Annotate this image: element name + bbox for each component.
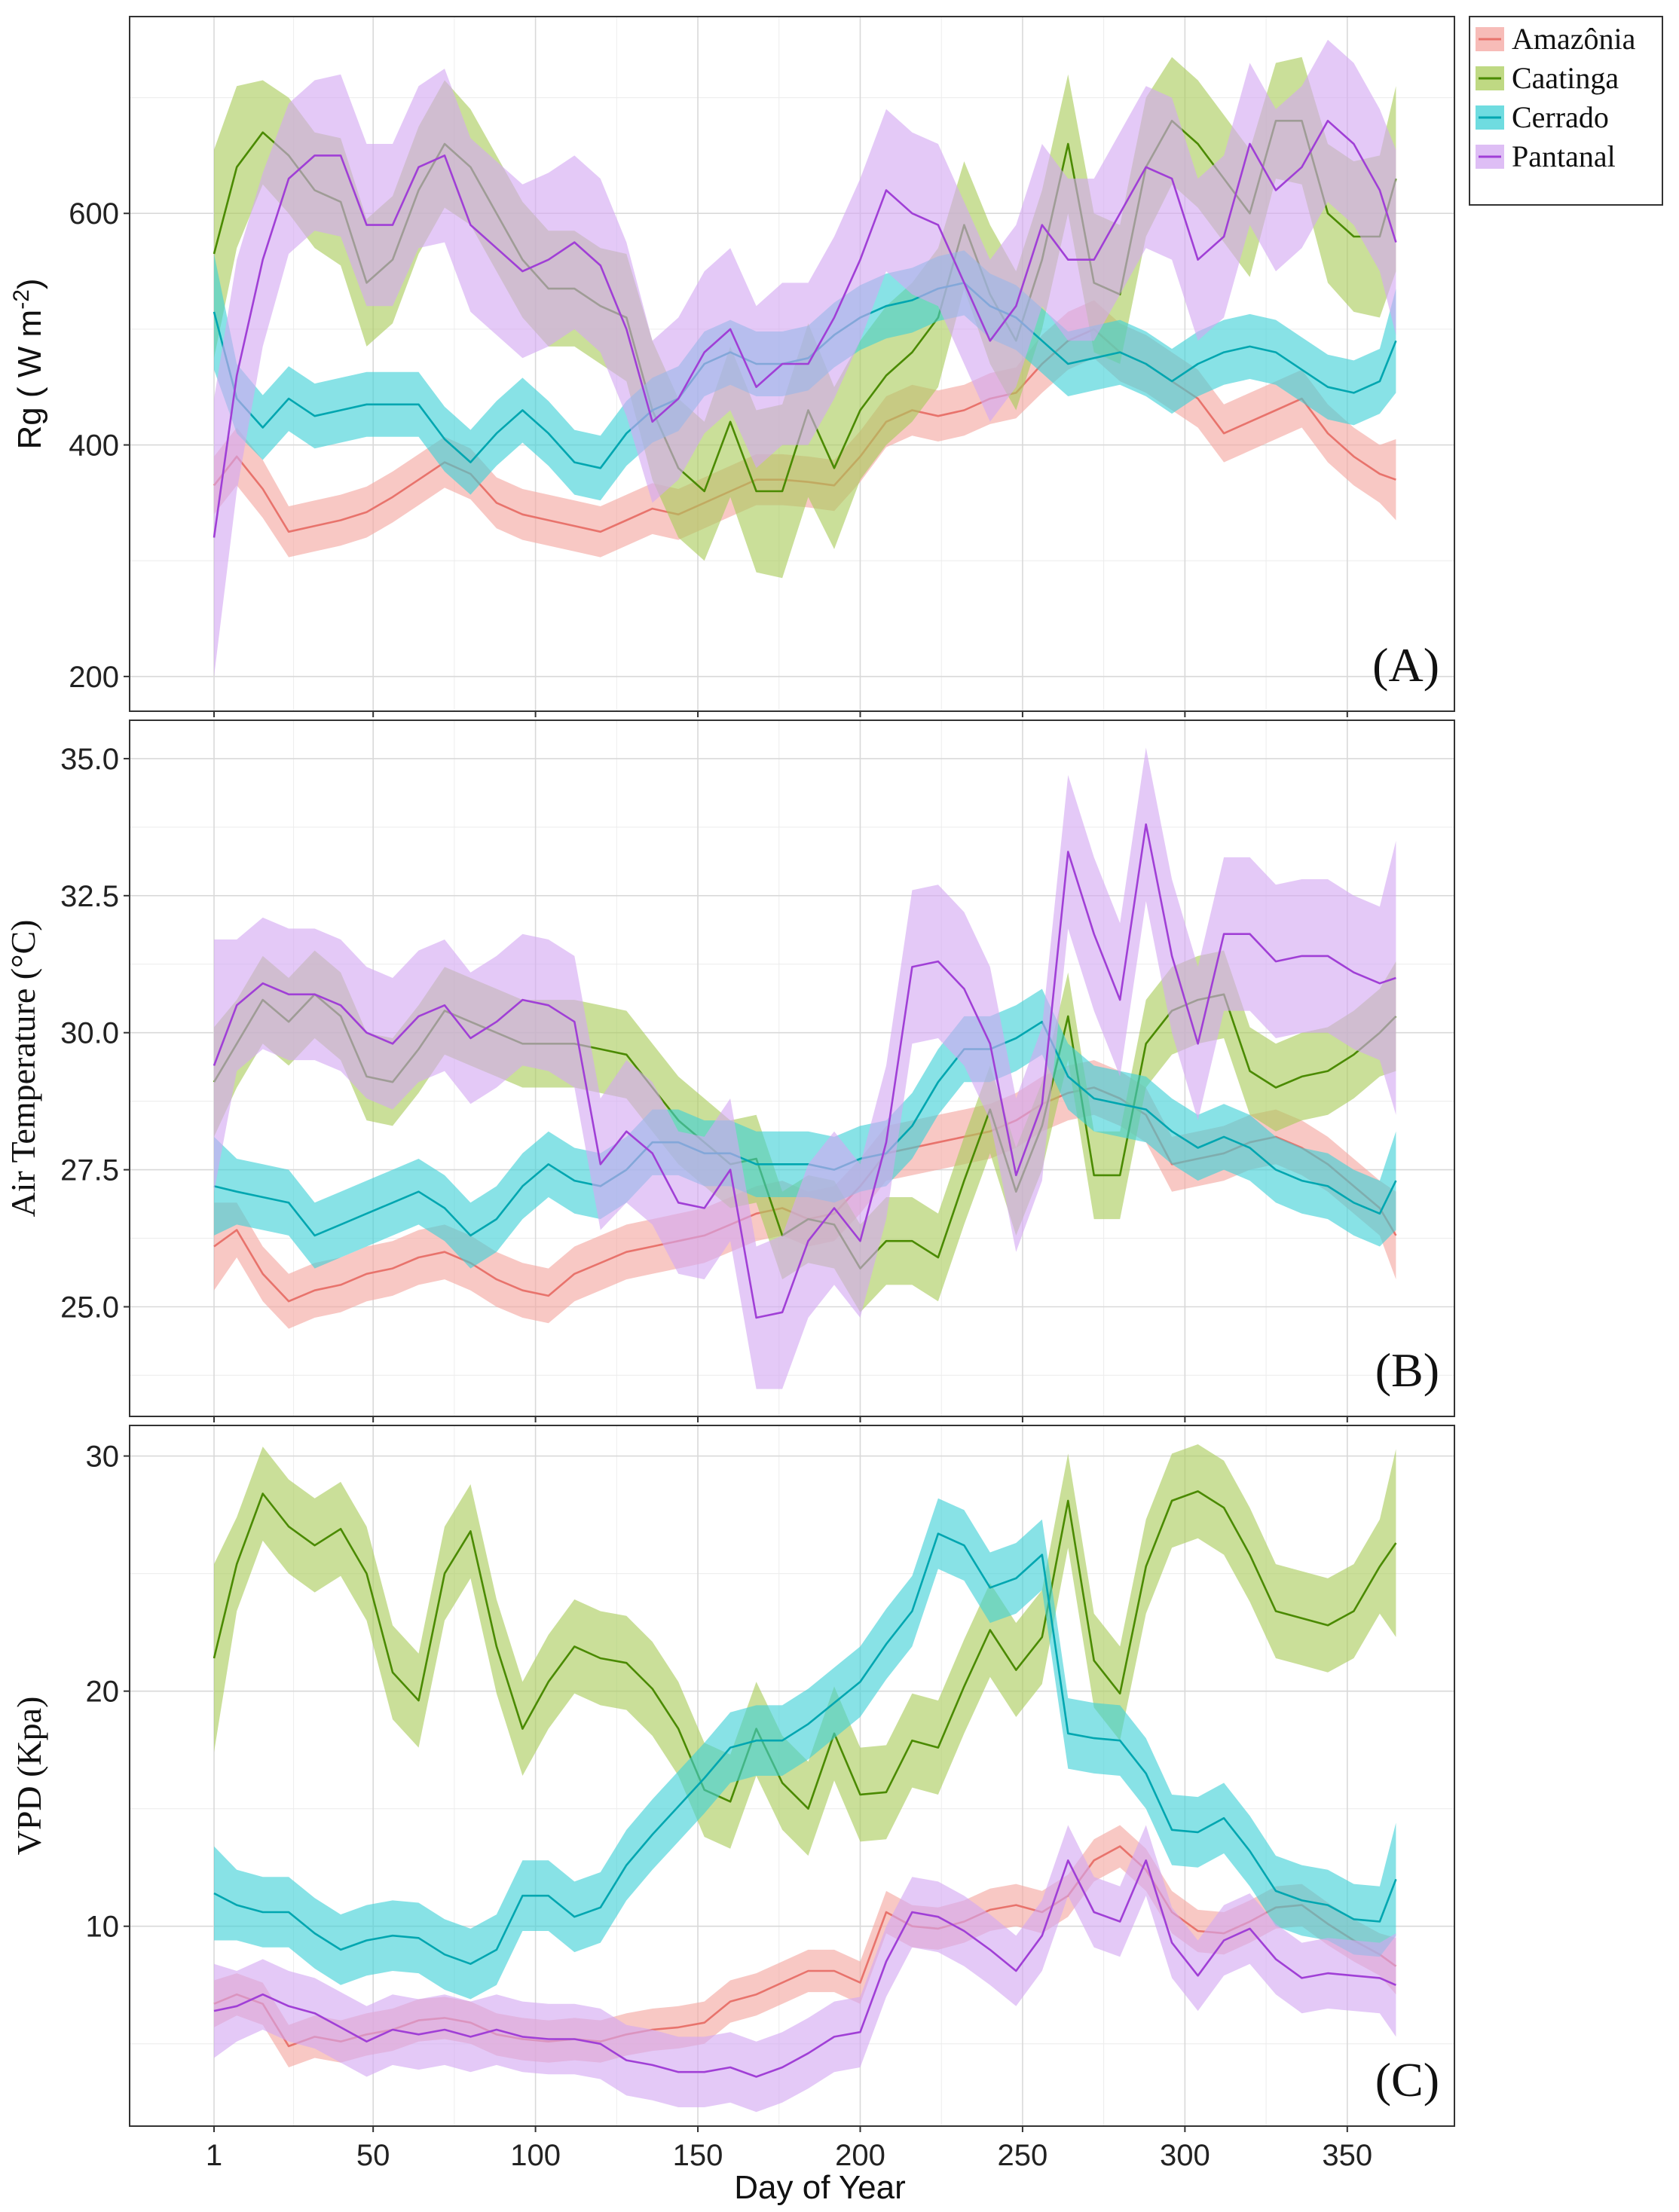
panel-2: 25.0 27.5 30.0 32.5 35.0 Air Temperature (°C)… [4,720,1455,1422]
y-tick-label: 27.5 [60,1154,119,1187]
legend-item: Cerrado [1476,100,1609,134]
confidence-band [214,1825,1396,2113]
y-tick-label: 10 [86,1911,120,1944]
confidence-band [214,1444,1396,1856]
x-tick-label: 300 [1160,2139,1210,2172]
y-tick-label: 30.0 [60,1017,119,1050]
confidence-band [214,300,1396,558]
plot-frame [129,720,1455,1417]
x-tick-label: 350 [1322,2139,1372,2172]
x-tick-label: 100 [510,2139,561,2172]
plot-frame [129,1425,1455,2127]
series-line [213,120,1397,538]
y-tick-label: 25.0 [60,1291,119,1324]
panel-label: (C) [1375,2053,1439,2107]
series-line [213,1490,1397,1810]
confidence-band [214,39,1396,677]
y-tick-label: 32.5 [60,880,119,913]
x-tick-label: 200 [835,2139,885,2172]
series-line [213,1532,1397,1965]
panel-label: (A) [1372,638,1439,692]
confidence-band [214,747,1396,1389]
confidence-band [214,1498,1396,2000]
y-tick-label: 35.0 [60,743,119,776]
y-tick-label: 400 [69,429,119,463]
y-axis-title: Air Temperature (°C) [4,920,42,1218]
y-tick-label: 200 [69,661,119,694]
legend-item: Caatinga [1476,61,1619,95]
y-tick-label: 30 [86,1441,120,1474]
legend-label: Caatinga [1512,61,1619,95]
x-tick-label: 250 [998,2139,1048,2172]
legend-item: Amazônia [1476,22,1636,56]
legend: Amazônia Caatinga Cerrado Pantanal [1469,16,1663,206]
x-tick-label: 150 [673,2139,723,2172]
y-tick-label: 600 [69,197,119,231]
legend-label: Amazônia [1512,22,1636,56]
x-tick-label: 1 [206,2139,222,2172]
series-4 [213,39,1397,677]
series-3 [213,1498,1397,2000]
panel-label: (B) [1375,1343,1439,1397]
confidence-band [214,988,1396,1269]
series-line [213,823,1396,1319]
x-tick-label: 50 [356,2139,390,2172]
series-4 [213,1825,1396,2113]
y-tick-label: 20 [86,1676,120,1709]
series-4 [213,747,1396,1389]
legend-item: Pantanal [1476,139,1616,173]
y-axis-title: VPD (Kpa) [10,1697,48,1856]
series-line [213,1859,1396,2078]
x-axis-title: Day of Year [734,2169,906,2206]
legend-label: Cerrado [1512,100,1609,134]
legend-label: Pantanal [1512,139,1616,173]
plot-frame [129,16,1455,712]
series-2 [213,1444,1397,1856]
